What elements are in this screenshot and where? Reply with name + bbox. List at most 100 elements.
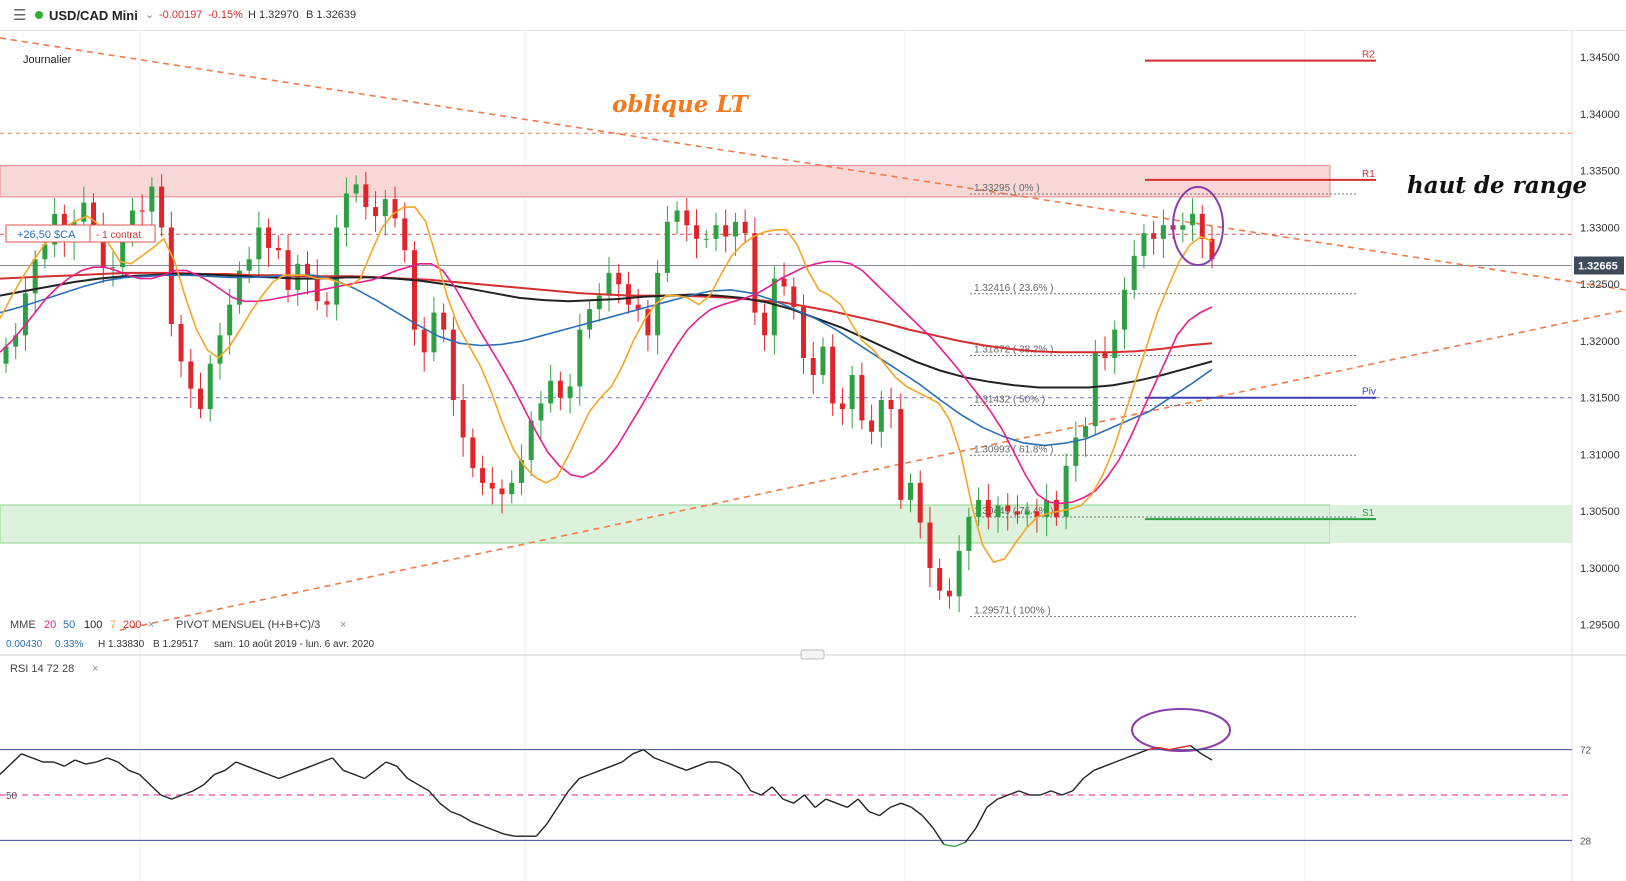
rsi-segment <box>932 827 945 845</box>
candle-body <box>752 233 758 313</box>
instrument-symbol[interactable]: USD/CAD Mini <box>49 8 138 23</box>
candle-body <box>343 193 349 228</box>
candle-body <box>1131 255 1137 290</box>
candle-body <box>1024 511 1030 515</box>
candle-body <box>898 409 904 500</box>
rsi-segment <box>385 761 398 767</box>
price-change-percent: -0.15% <box>208 9 243 21</box>
candle-body <box>450 329 456 401</box>
mme-period-20: 20 <box>44 619 56 631</box>
mme-period-50: 50 <box>63 619 75 631</box>
candle-body <box>781 278 787 287</box>
candle-body <box>373 207 379 217</box>
candle-body <box>1092 352 1098 427</box>
candle-body <box>334 227 340 305</box>
rsi-segment <box>149 784 162 796</box>
high-price: H 1.32970 <box>248 9 299 21</box>
axis-tick-label: 1.30500 <box>1580 506 1620 518</box>
rsi-segment <box>1050 790 1063 796</box>
rsi-segment <box>321 757 333 763</box>
candle-body <box>713 225 719 239</box>
rsi-segment <box>589 769 601 776</box>
rsi-segment <box>921 815 934 829</box>
candle-body <box>421 329 427 353</box>
rsi-segment <box>900 802 912 809</box>
rsi-level-label: 72 <box>1580 746 1592 757</box>
rsi-segment <box>310 761 323 767</box>
timeframe-label: Journalier <box>23 54 72 66</box>
candle-body <box>908 482 913 500</box>
close-icon[interactable]: × <box>148 619 154 631</box>
rsi-segment <box>1200 753 1213 761</box>
stats-range: sam. 10 août 2019 - lun. 6 avr. 2020 <box>214 639 375 650</box>
rsi-segment <box>1007 790 1020 796</box>
candle-body <box>587 309 593 330</box>
market-open-icon <box>35 11 43 19</box>
stats-high: H 1.33830 <box>98 639 145 650</box>
rsi-segment <box>31 757 44 763</box>
support-zone-extension <box>1330 504 1572 544</box>
support-zone <box>0 504 1331 544</box>
rsi-segment <box>814 798 827 808</box>
rsi-segment <box>535 823 548 837</box>
fib-label: 1.30993 ( 61.8% ) <box>974 444 1054 455</box>
pane-resize-handle[interactable] <box>800 649 825 660</box>
rsi-segment <box>278 773 290 780</box>
rsi-segment <box>643 749 655 759</box>
candle-body <box>120 234 126 268</box>
candle-body <box>1053 499 1059 517</box>
candle-body <box>849 375 855 410</box>
chevron-down-icon[interactable]: ⌄ <box>145 9 155 21</box>
axis-tick-label: 1.29500 <box>1580 620 1620 632</box>
pivot-label: R1 <box>1362 169 1375 180</box>
candle-body <box>402 218 408 251</box>
rsi-segment <box>857 798 870 812</box>
rsi-segment <box>879 806 891 817</box>
pivot-label: S1 <box>1362 508 1375 519</box>
resistance-zone <box>0 165 1331 198</box>
trendline-lower-support[interactable] <box>119 309 1626 631</box>
candle-body <box>859 375 865 421</box>
pivot-label: R2 <box>1362 50 1375 61</box>
close-icon[interactable]: × <box>340 619 346 631</box>
rsi-segment <box>235 761 247 767</box>
candle-body <box>645 309 651 336</box>
candle-body <box>91 202 97 226</box>
position-tag[interactable]: +26,50 $CA - 1 contrat <box>5 224 156 243</box>
candle-body <box>22 293 28 336</box>
candle-body <box>1121 289 1127 330</box>
position-pnl: +26,50 $CA <box>17 229 76 241</box>
rsi-segment <box>696 761 709 767</box>
rsi-segment <box>771 786 784 800</box>
rsi-segment <box>331 757 344 771</box>
candle-body <box>1199 213 1205 239</box>
rsi-segment <box>567 778 580 792</box>
candle-body <box>596 295 602 310</box>
trendline-oblique-lt-upper[interactable] <box>0 37 1626 291</box>
mme-label: MME <box>10 619 36 631</box>
candle-body <box>985 499 991 517</box>
rsi-label: RSI 14 72 28 <box>10 663 74 675</box>
candle-body <box>937 567 943 591</box>
candle-body <box>674 210 680 222</box>
close-icon[interactable]: × <box>92 663 98 675</box>
candle-body <box>324 301 330 305</box>
menu-icon[interactable]: ☰ <box>13 7 27 24</box>
price-chart[interactable]: 1.33295 ( 0% )1.32416 ( 23.6% )1.31872 (… <box>0 30 1626 881</box>
candle-body <box>518 460 524 483</box>
axis-tick-label: 1.32500 <box>1580 279 1620 291</box>
candle-body <box>431 312 437 353</box>
candle-body <box>314 275 320 302</box>
chart-header: ☰ USD/CAD Mini ⌄ -0.00197 -0.15% H 1.329… <box>0 0 1626 31</box>
rsi-segment <box>471 821 483 827</box>
candle-body <box>139 210 145 212</box>
rsi-segment <box>728 765 741 775</box>
candle-body <box>616 272 622 285</box>
candle-body <box>732 221 738 237</box>
stats-percent: 0.33% <box>55 639 83 650</box>
rsi-segment <box>846 798 859 808</box>
candle-body <box>256 227 262 260</box>
rsi-segment <box>739 774 752 792</box>
markers <box>1131 186 1231 752</box>
price-levels <box>0 132 1572 399</box>
